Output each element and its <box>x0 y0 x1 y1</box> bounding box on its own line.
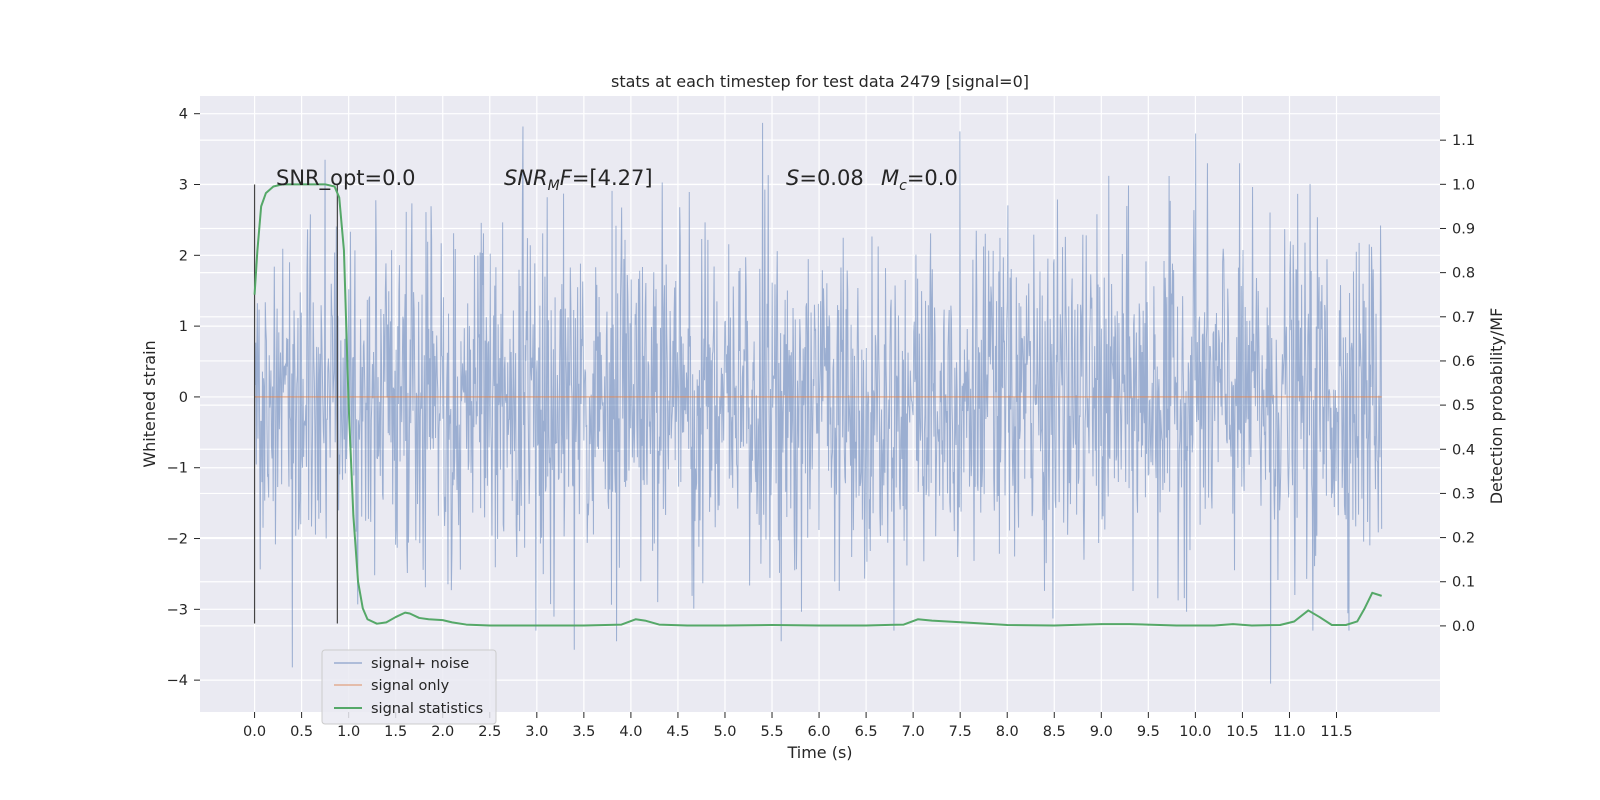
y-tick-label-1: −3 <box>167 602 188 618</box>
y-axis-ticks: −4 −3 −2 −1 0 1 2 3 4 <box>167 107 200 689</box>
legend-label-signal-plus-noise: signal+ noise <box>371 656 469 672</box>
x-tick-label-4: 2.0 <box>431 724 454 740</box>
x-tick-label-0: 0.0 <box>243 724 266 740</box>
x-tick-label-8: 4.0 <box>619 724 642 740</box>
series-signal-statistics <box>253 183 1382 627</box>
annotation-snr-opt: SNR_opt=0.0 <box>276 166 416 191</box>
y-right-tick-label-5: 0.5 <box>1452 398 1475 414</box>
vertical-markers <box>253 184 338 624</box>
annotation-snr-mf: SNRMF=[4.27] <box>504 166 653 194</box>
x-tick-label-20: 10.0 <box>1179 724 1211 740</box>
annotation-mc: Mc=0.0 <box>881 166 958 194</box>
y-tick-label-6: 2 <box>179 248 188 264</box>
signal-statistics-line <box>253 183 1382 627</box>
annotation-mc-sub: c <box>899 178 907 194</box>
y-right-tick-label-11: 1.1 <box>1452 133 1475 149</box>
y-tick-label-8: 4 <box>179 107 188 123</box>
x-tick-label-7: 3.5 <box>572 724 595 740</box>
x-tick-label-13: 6.5 <box>855 724 878 740</box>
y-right-tick-label-2: 0.2 <box>1452 531 1475 547</box>
chart-title: stats at each timestep for test data 247… <box>611 72 1029 91</box>
annotation-s-symbol: S <box>786 166 799 190</box>
x-tick-label-23: 11.5 <box>1320 724 1352 740</box>
x-tick-label-17: 8.5 <box>1043 724 1066 740</box>
legend-box <box>321 649 497 725</box>
x-tick-label-5: 2.5 <box>478 724 501 740</box>
y-right-tick-label-0: 0.0 <box>1452 619 1475 635</box>
annotation-mc-value: =0.0 <box>907 166 958 190</box>
y-tick-label-5: 1 <box>179 319 188 335</box>
x-tick-label-22: 11.0 <box>1273 724 1305 740</box>
y-right-tick-label-4: 0.4 <box>1452 442 1475 458</box>
y-tick-label-0: −4 <box>167 673 188 689</box>
annotation-mc-symbol: M <box>881 166 899 190</box>
legend: signal+ noise signal only signal statist… <box>321 649 497 725</box>
legend-label-signal-statistics: signal statistics <box>371 701 483 717</box>
annotation-s: S=0.08 <box>786 166 864 190</box>
y-right-tick-label-3: 0.3 <box>1452 486 1475 502</box>
y-right-axis-label: Detection probability/MF <box>1487 308 1506 505</box>
y-axis-label: Whitened strain <box>140 340 159 467</box>
x-tick-label-10: 5.0 <box>713 724 736 740</box>
x-tick-label-14: 7.0 <box>902 724 925 740</box>
x-tick-label-16: 8.0 <box>996 724 1019 740</box>
y-right-tick-label-7: 0.7 <box>1452 310 1475 326</box>
y-right-tick-label-8: 0.8 <box>1452 266 1475 282</box>
x-tick-label-18: 9.0 <box>1090 724 1113 740</box>
annotation-snr-mf-tail: F <box>560 166 573 190</box>
series-signal-plus-noise <box>254 122 1383 684</box>
signal-plus-noise-line <box>254 122 1383 684</box>
annotation-s-value: =0.08 <box>799 166 863 190</box>
x-tick-label-9: 4.5 <box>666 724 689 740</box>
annotation-snr-mf-base: SNR <box>504 166 548 190</box>
y-tick-label-4: 0 <box>179 390 188 406</box>
y-right-tick-label-1: 0.1 <box>1452 575 1475 591</box>
x-tick-label-11: 5.5 <box>760 724 783 740</box>
annotation-snr-mf-value: =[4.27] <box>572 166 653 190</box>
x-tick-label-12: 6.0 <box>808 724 831 740</box>
x-axis-label: Time (s) <box>786 743 852 762</box>
legend-label-signal-only: signal only <box>371 678 450 694</box>
x-tick-label-2: 1.0 <box>337 724 360 740</box>
x-tick-label-1: 0.5 <box>290 724 313 740</box>
y-tick-label-2: −2 <box>167 532 188 548</box>
annotation-snr-mf-sub: M <box>548 178 560 194</box>
y-right-axis-ticks: 0.0 0.1 0.2 0.3 0.4 0.5 0.6 0.7 0.8 0.9 1.0 1.1 <box>1440 133 1475 635</box>
y-tick-label-3: −1 <box>167 461 188 477</box>
y-right-tick-label-6: 0.6 <box>1452 354 1475 370</box>
x-tick-label-15: 7.5 <box>949 724 972 740</box>
x-tick-label-19: 9.5 <box>1137 724 1160 740</box>
y-right-tick-label-9: 0.9 <box>1452 221 1475 237</box>
x-tick-label-6: 3.0 <box>525 724 548 740</box>
x-tick-label-3: 1.5 <box>384 724 407 740</box>
y-tick-label-7: 3 <box>179 178 188 194</box>
x-tick-label-21: 10.5 <box>1226 724 1258 740</box>
y-right-tick-label-10: 1.0 <box>1452 177 1475 193</box>
x-axis-ticks: 0.0 0.5 1.0 1.5 2.0 2.5 3.0 3.5 4.0 4.5 5.0 5.5 6.0 6… <box>243 712 1353 740</box>
